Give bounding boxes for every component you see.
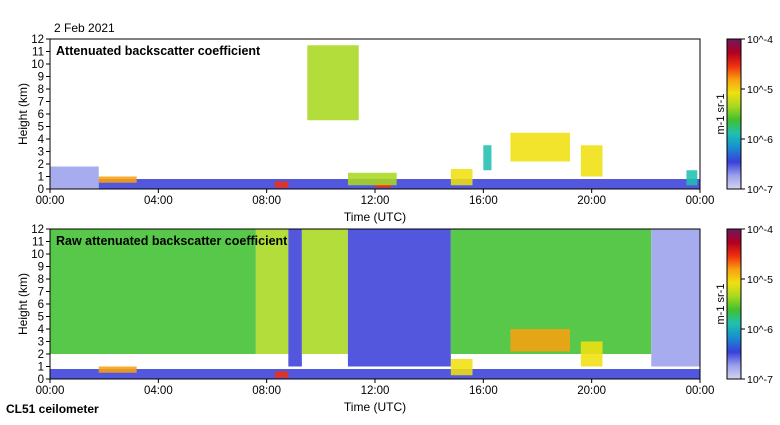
x-tick-label: 08:00 — [252, 385, 281, 397]
y-tick-label: 12 — [31, 34, 44, 46]
colorbar-ticks: 10^-4 10^-5 10^-6 10^-7 — [741, 34, 773, 196]
heatmap-cell — [274, 181, 289, 188]
colorbar-tick-label: 10^-7 — [747, 184, 773, 196]
colorbar-tick-label: 10^-5 — [747, 84, 773, 96]
heatmap-cell — [307, 45, 359, 121]
colorbar-units: m-1 sr-1 — [715, 94, 727, 135]
y-tick-label: 2 — [38, 159, 44, 171]
y-tick-label: 5 — [38, 122, 44, 134]
heatmap-cell — [347, 172, 397, 186]
panel-title: Attenuated backscatter coefficient — [56, 44, 261, 58]
heatmap-cell — [347, 229, 451, 367]
heatmap-cell — [255, 229, 289, 354]
x-tick-label: 20:00 — [577, 385, 606, 397]
instrument-label: CL51 ceilometer — [6, 402, 99, 416]
heatmap-cell — [510, 132, 570, 162]
colorbar-gradient — [726, 38, 742, 190]
heatmap-cell — [50, 369, 700, 379]
heatmap-cell — [580, 145, 603, 177]
y-tick-label: 7 — [38, 287, 44, 299]
heatmap-cell — [301, 229, 348, 354]
heatmap-cell — [50, 229, 256, 354]
heatmap-cell — [50, 166, 99, 189]
colorbar-tick-label: 10^-6 — [747, 134, 773, 146]
y-tick-label: 0 — [38, 184, 44, 196]
y-tick-label: 11 — [32, 47, 44, 59]
y-tick-label: 6 — [38, 299, 44, 311]
colorbar: 10^-4 10^-5 10^-6 10^-7 m-1 sr-1 — [715, 224, 773, 386]
date-label: 2 Feb 2021 — [54, 21, 115, 35]
y-tick-label: 3 — [38, 147, 44, 159]
backscatter-panel: Attenuated backscatter coefficient 01234… — [16, 34, 773, 224]
colorbar-tick-label: 10^-4 — [747, 34, 773, 46]
colorbar-tick-label: 10^-6 — [747, 324, 773, 336]
heatmap-cell — [98, 366, 137, 373]
x-tick-label: 00:00 — [36, 195, 65, 207]
x-tick-label: 08:00 — [252, 195, 281, 207]
y-tick-label: 0 — [38, 374, 44, 386]
colorbar-units-text: m-1 sr-1 — [715, 94, 727, 135]
x-axis-ticks: 00:00 04:00 08:00 12:00 16:00 20:00 00:00 — [36, 189, 715, 207]
colorbar-tick-label: 10^-5 — [747, 274, 773, 286]
x-tick-label: 04:00 — [144, 385, 173, 397]
colorbar-units: m-1 sr-1 — [715, 284, 727, 325]
y-tick-label: 5 — [38, 312, 44, 324]
heatmap-cell — [483, 145, 492, 171]
x-tick-label: 20:00 — [577, 195, 606, 207]
y-tick-label: 8 — [38, 274, 44, 286]
y-tick-label: 9 — [38, 72, 44, 84]
x-axis-label: Time (UTC) — [344, 210, 406, 224]
raw-backscatter-plot-area — [50, 229, 700, 379]
y-tick-label: 1 — [38, 172, 44, 184]
y-tick-label: 10 — [31, 59, 44, 71]
heatmap-cell — [651, 229, 700, 367]
y-tick-label: 10 — [31, 249, 44, 261]
colorbar-ticks: 10^-4 10^-5 10^-6 10^-7 — [741, 224, 773, 386]
y-tick-label: 8 — [38, 84, 44, 96]
heatmap-cell — [450, 169, 473, 186]
heatmap-cell — [288, 229, 302, 367]
colorbar-tick-label: 10^-7 — [747, 374, 773, 386]
heatmap-cell — [510, 329, 570, 352]
raw-backscatter-panel: Raw attenuated backscatter coefficient 0… — [16, 224, 773, 414]
colorbar-tick-label: 10^-4 — [747, 224, 773, 236]
x-tick-label: 12:00 — [361, 385, 390, 397]
y-tick-label: 11 — [32, 237, 44, 249]
y-tick-label: 12 — [31, 224, 44, 236]
y-tick-label: 6 — [38, 109, 44, 121]
y-tick-label: 4 — [38, 324, 45, 336]
y-axis-label: Height (km) — [16, 83, 30, 145]
colorbar-units-text: m-1 sr-1 — [715, 284, 727, 325]
y-axis-label: Height (km) — [16, 273, 30, 335]
x-tick-label: 16:00 — [469, 385, 498, 397]
y-tick-label: 2 — [38, 349, 44, 361]
heatmap-cell — [686, 170, 698, 186]
panel-title: Raw attenuated backscatter coefficient — [56, 234, 288, 248]
x-tick-label: 04:00 — [144, 195, 173, 207]
heatmap-cell — [450, 359, 473, 376]
heatmap-cell — [274, 371, 289, 378]
heatmap-cell — [98, 179, 700, 189]
y-tick-label: 4 — [38, 134, 45, 146]
colorbar: 10^-4 10^-5 10^-6 10^-7 m-1 sr-1 — [715, 34, 773, 196]
y-tick-label: 3 — [38, 337, 44, 349]
y-tick-label: 7 — [38, 97, 44, 109]
y-tick-label: 9 — [38, 262, 44, 274]
x-tick-label: 00:00 — [686, 195, 715, 207]
heatmap-cell — [98, 176, 137, 183]
x-tick-label: 00:00 — [36, 385, 65, 397]
heatmap-cell — [580, 341, 603, 367]
backscatter-plot-area — [50, 39, 700, 189]
x-tick-label: 12:00 — [361, 195, 390, 207]
x-tick-label: 16:00 — [469, 195, 498, 207]
colorbar-gradient — [726, 228, 742, 380]
y-tick-label: 1 — [38, 362, 44, 374]
x-axis-label: Time (UTC) — [344, 400, 406, 414]
x-tick-label: 00:00 — [686, 385, 715, 397]
x-axis-ticks: 00:00 04:00 08:00 12:00 16:00 20:00 00:00 — [36, 379, 715, 397]
